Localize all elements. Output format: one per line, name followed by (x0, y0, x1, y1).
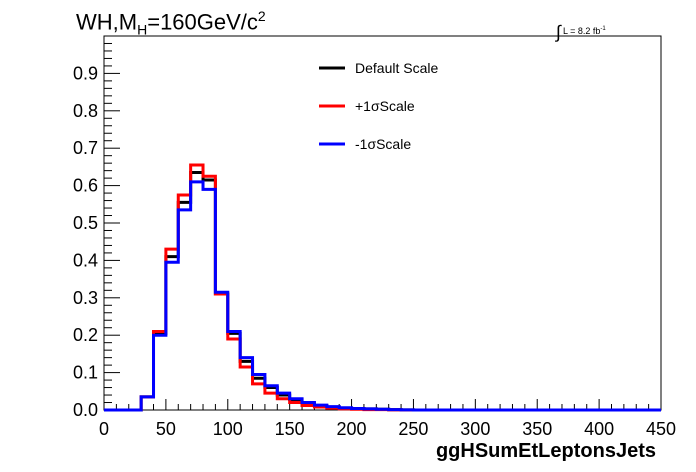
x-tick-label: 350 (522, 419, 552, 439)
y-tick-label: 0.7 (73, 138, 98, 158)
title-superscript: 2 (257, 8, 266, 24)
y-tick-label: 0.1 (73, 363, 98, 383)
title-subscript: H (137, 21, 148, 38)
y-tick-label: 0.0 (73, 400, 98, 420)
y-tick-label: 0.5 (73, 213, 98, 233)
y-axis: 0.0 0.1 0.2 0.3 0.4 0.5 0.6 0.7 0.8 0.9 (73, 35, 120, 420)
legend-entry: +1σScale (355, 98, 415, 114)
x-tick-label: 450 (646, 419, 676, 439)
x-tick-label: 250 (398, 419, 428, 439)
title-rest: =160GeV/c (147, 9, 258, 35)
luminosity-label: ∫ L = 8.2 fb-1 (556, 18, 606, 42)
title-main: WH,M (76, 9, 138, 35)
plot-frame (103, 35, 662, 411)
legend-entry: -1σScale (355, 136, 411, 152)
x-tick-label: 50 (156, 419, 176, 439)
series-line-2 (104, 180, 661, 412)
x-axis: 0 50 100 150 200 250 300 350 400 450 (99, 399, 676, 439)
x-tick-label: 300 (460, 419, 490, 439)
series-layer (104, 163, 661, 412)
x-tick-label: 150 (275, 419, 305, 439)
legend: Default Scale +1σScale -1σScale (319, 60, 438, 152)
luminosity-text: L = 8.2 fb (562, 26, 601, 36)
luminosity-unit-exponent: -1 (600, 26, 606, 32)
integral-symbol: ∫ (556, 22, 561, 42)
x-axis-label: ggHSumEtLeptonsJets (435, 440, 656, 462)
x-tick-label: 100 (213, 419, 243, 439)
x-tick-label: 400 (584, 419, 614, 439)
y-tick-label: 0.6 (73, 176, 98, 196)
chart-title: WH,MH=160GeV/c2 (76, 8, 266, 38)
series-line-0 (104, 171, 661, 412)
y-tick-label: 0.9 (73, 63, 98, 83)
x-tick-label: 200 (337, 419, 367, 439)
x-tick-label: 0 (99, 419, 109, 439)
legend-entry: Default Scale (355, 60, 438, 76)
y-tick-label: 0.2 (73, 325, 98, 345)
y-tick-label: 0.4 (73, 250, 98, 270)
y-tick-label: 0.3 (73, 288, 98, 308)
y-tick-label: 0.8 (73, 101, 98, 121)
